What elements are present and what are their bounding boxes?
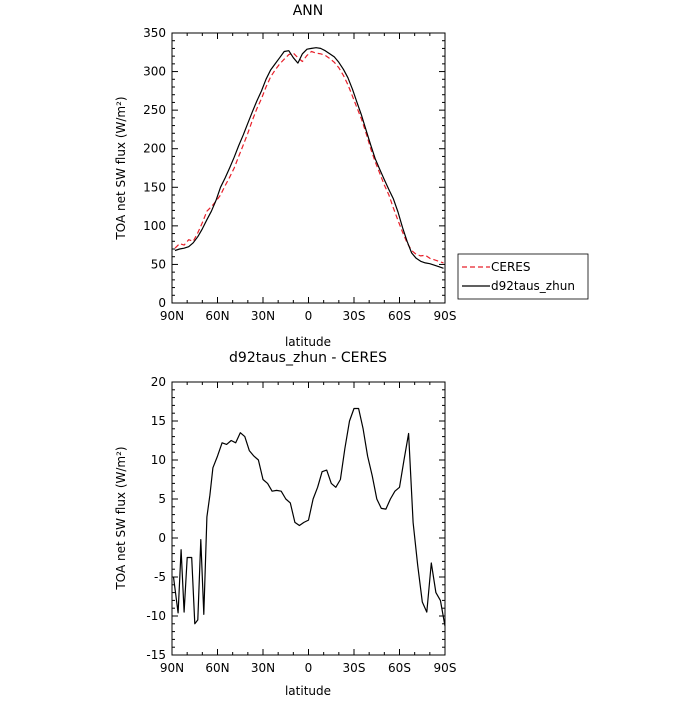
bottom-y-tick-label: 5 — [158, 492, 166, 506]
legend-box — [457, 253, 589, 300]
top-y-axis-title: TOA net SW flux (W/m²) — [114, 96, 128, 240]
bottom-y-axis-title: TOA net SW flux (W/m²) — [114, 446, 128, 590]
top-x-tick-label: 30N — [251, 309, 275, 323]
bottom-x-tick-label: 90N — [160, 661, 184, 675]
bottom-y-tick-label: 15 — [151, 414, 166, 428]
bottom-y-tick-label: -15 — [146, 648, 166, 662]
bottom-panel: d92taus_zhun - CERES TOA net SW flux (W/… — [114, 350, 456, 698]
top-series-line-ceres — [174, 50, 444, 264]
top-x-tick-label: 90N — [160, 309, 184, 323]
bottom-y-tick-label: -5 — [154, 570, 166, 584]
bottom-y-tick-label: 10 — [151, 453, 166, 467]
top-y-tick-label: 0 — [158, 296, 166, 310]
bottom-x-tick-label: 90S — [434, 661, 457, 675]
legend: CERES d92taus_zhun — [457, 253, 589, 300]
top-y-tick-label: 50 — [151, 257, 166, 271]
bottom-series-line-difference — [172, 407, 446, 627]
top-x-axis-title: latitude — [285, 335, 331, 349]
top-x-tick-label: 60S — [388, 309, 411, 323]
top-y-axis-title-group: TOA net SW flux (W/m²) — [114, 96, 128, 240]
top-y-tick-label: 300 — [143, 65, 166, 79]
top-x-tick-label: 60N — [205, 309, 229, 323]
bottom-x-axis-title: latitude — [285, 684, 331, 698]
top-y-tick-label: 100 — [143, 219, 166, 233]
top-panel: ANN TOA net SW flux (W/m²) latitude 90N 6… — [114, 3, 456, 349]
top-series-line-d92taus-zhun — [174, 47, 444, 269]
bottom-x-tick-label: 30S — [343, 661, 366, 675]
legend-label-d92taus-zhun: d92taus_zhun — [491, 279, 575, 293]
bottom-chart-title: d92taus_zhun - CERES — [229, 350, 387, 366]
bottom-y-tick-label: -10 — [146, 609, 166, 623]
top-y-tick-label: 250 — [143, 103, 166, 117]
top-x-tick-label: 0 — [305, 309, 313, 323]
top-x-tick-label: 30S — [343, 309, 366, 323]
top-y-tick-label: 150 — [143, 180, 166, 194]
bottom-y-axis-title-group: TOA net SW flux (W/m²) — [114, 446, 128, 590]
bottom-y-tick-label: 20 — [151, 375, 166, 389]
top-y-tick-label: 200 — [143, 142, 166, 156]
top-x-tick-label: 90S — [434, 309, 457, 323]
bottom-x-tick-label: 0 — [305, 661, 313, 675]
bottom-x-tick-label: 60S — [388, 661, 411, 675]
bottom-x-tick-label: 60N — [205, 661, 229, 675]
bottom-y-tick-label: 0 — [158, 531, 166, 545]
legend-label-ceres: CERES — [491, 260, 531, 274]
top-y-tick-label: 350 — [143, 26, 166, 40]
top-chart-title: ANN — [293, 3, 324, 19]
bottom-x-tick-label: 30N — [251, 661, 275, 675]
